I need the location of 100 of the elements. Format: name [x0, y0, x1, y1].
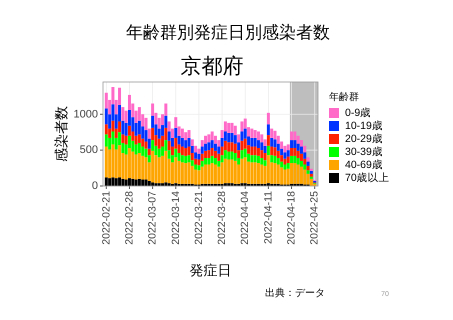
bar — [230, 142, 234, 152]
bar — [266, 112, 270, 124]
bar — [138, 178, 141, 186]
bar — [254, 146, 257, 156]
bar — [244, 148, 247, 158]
bar — [144, 130, 148, 142]
bar — [280, 155, 284, 162]
bar — [121, 120, 124, 134]
bar — [266, 124, 270, 136]
bar — [200, 160, 204, 167]
bar — [138, 142, 141, 154]
bar — [111, 144, 114, 178]
bar — [283, 158, 286, 164]
bar — [227, 122, 230, 133]
bar — [148, 155, 151, 162]
bar — [237, 164, 240, 184]
bar — [283, 146, 286, 152]
bar — [138, 134, 141, 143]
bar — [234, 135, 237, 144]
bar — [128, 94, 131, 110]
bar — [158, 148, 161, 158]
bar — [296, 150, 300, 158]
bar — [293, 148, 296, 156]
bar — [164, 104, 168, 116]
source-note: 出典：データ — [265, 287, 325, 299]
bar — [300, 146, 303, 154]
bar — [217, 160, 220, 167]
bar — [270, 138, 274, 147]
bar — [280, 162, 284, 168]
bar — [220, 146, 224, 156]
bar — [197, 154, 200, 160]
bar — [250, 138, 254, 147]
bar — [254, 155, 257, 162]
bar — [244, 118, 247, 129]
bar — [256, 140, 260, 148]
bar — [134, 110, 138, 123]
bar — [227, 132, 230, 142]
bar — [296, 144, 300, 151]
bar — [264, 166, 267, 184]
bar — [224, 140, 227, 150]
bar — [108, 149, 112, 178]
bar — [210, 163, 214, 184]
bar — [161, 136, 164, 147]
bar — [283, 152, 286, 159]
bar — [227, 159, 230, 184]
bar — [194, 164, 198, 170]
bar — [214, 150, 217, 158]
bar — [190, 153, 194, 160]
bar — [250, 155, 254, 162]
bar — [168, 150, 171, 159]
bar — [111, 177, 114, 186]
bar — [303, 170, 306, 185]
bar — [234, 153, 237, 161]
bar — [108, 100, 112, 114]
bar — [108, 114, 112, 129]
bar — [274, 130, 276, 140]
bar — [247, 136, 250, 146]
bar — [154, 146, 158, 156]
legend-label: 20-29歳 — [345, 132, 383, 145]
bar — [306, 157, 310, 162]
bar — [300, 140, 303, 147]
bar — [303, 152, 306, 159]
bar — [121, 134, 124, 143]
bar — [286, 144, 290, 150]
bar — [240, 131, 244, 141]
bar — [266, 135, 270, 146]
bar — [180, 162, 184, 184]
bar — [293, 163, 296, 184]
bar — [170, 138, 174, 147]
bar — [114, 114, 118, 129]
bar — [306, 166, 310, 170]
bar — [144, 142, 148, 149]
bar — [303, 158, 306, 164]
bar — [290, 148, 294, 156]
bar — [131, 178, 134, 186]
bar — [174, 117, 178, 128]
bar — [310, 170, 313, 174]
bar — [114, 100, 118, 114]
bar — [200, 154, 204, 161]
bar — [224, 150, 227, 159]
bar — [148, 180, 151, 186]
bar — [274, 163, 276, 184]
bar — [104, 108, 108, 124]
bar — [207, 134, 210, 142]
bar — [194, 158, 198, 164]
bar — [293, 140, 296, 148]
bar — [237, 134, 240, 142]
bar — [280, 148, 284, 156]
bar — [164, 150, 168, 182]
bar — [276, 150, 280, 158]
bar — [114, 138, 118, 150]
bar — [118, 132, 122, 146]
bar — [161, 146, 164, 156]
bar — [296, 164, 300, 184]
bar — [270, 155, 274, 162]
bar — [244, 138, 247, 149]
bar — [158, 138, 161, 149]
bar — [197, 165, 200, 170]
bar — [204, 136, 208, 144]
bar — [230, 122, 234, 133]
